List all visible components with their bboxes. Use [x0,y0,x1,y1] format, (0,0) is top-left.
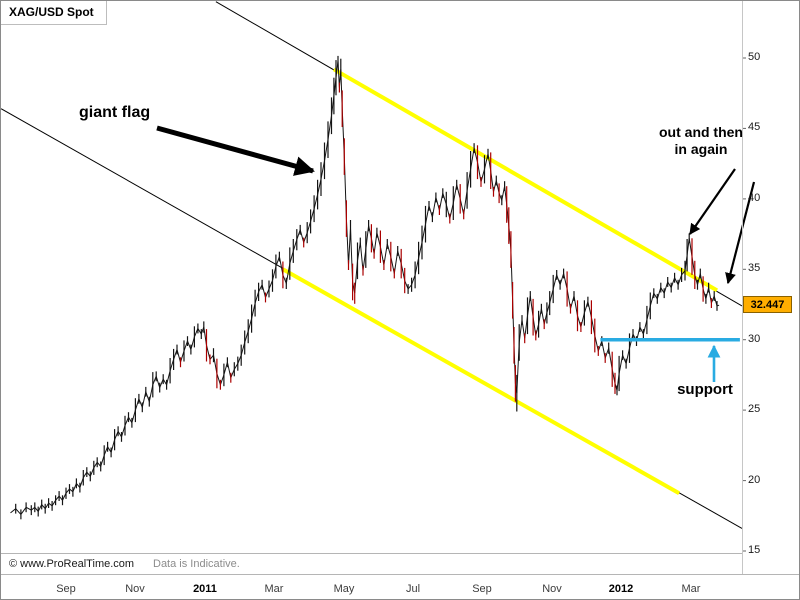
y-axis-label: 45 [748,121,761,133]
trend-channel-lines [1,1,742,529]
x-axis-label: May [333,583,355,595]
x-axis-label: Nov [125,583,145,595]
x-axis-label: Mar [264,583,284,595]
x-axis-label: 2011 [193,583,217,595]
y-axis-label: 40 [748,192,761,204]
annotation-giant-flag: giant flag [79,104,151,121]
out-arrow [689,168,736,235]
x-axis-label: Nov [542,583,562,595]
annotation-arrows [156,125,756,382]
x-axis-label: Sep [56,583,76,595]
price-series-path [10,60,720,516]
annotation-out-in-line2: in again [674,141,728,157]
copyright-text: © www.ProRealTime.com [9,558,135,570]
indicative-note: Data is Indicative. [153,558,240,570]
y-axis-label: 50 [748,51,761,63]
annotation-out-in: out and then in again [637,124,765,158]
y-axis-label: 35 [748,262,761,274]
instrument-name: XAG/USD Spot [9,5,94,19]
y-axis-label: 25 [748,403,761,415]
right-axis-separator [742,1,743,574]
y-axis-label: 20 [748,474,761,486]
x-axis-label: 2012 [608,583,634,595]
x-axis-label: Jul [405,583,421,595]
x-axis-label: Sep [472,583,492,595]
channel-upper-highlight [332,67,718,293]
annotation-support: support [677,381,733,398]
y-axis-label: 15 [748,544,761,556]
y-axis-label: 30 [748,333,761,345]
channel-lower-highlight [281,267,681,495]
in-again-arrow [725,181,756,285]
chart-footer: © www.ProRealTime.com Data is Indicative… [1,553,742,575]
x-axis-label: Mar [681,583,701,595]
price-series [10,55,720,520]
annotation-out-in-line1: out and then [659,124,743,140]
giant-flag-arrow [156,125,315,176]
page-title: XAG/USD Spot [1,1,107,25]
last-price-tag: 32.447 [743,296,792,313]
x-axis: Sep Nov 2011 Mar May Jul Sep Nov 2012 Mar [1,574,799,599]
